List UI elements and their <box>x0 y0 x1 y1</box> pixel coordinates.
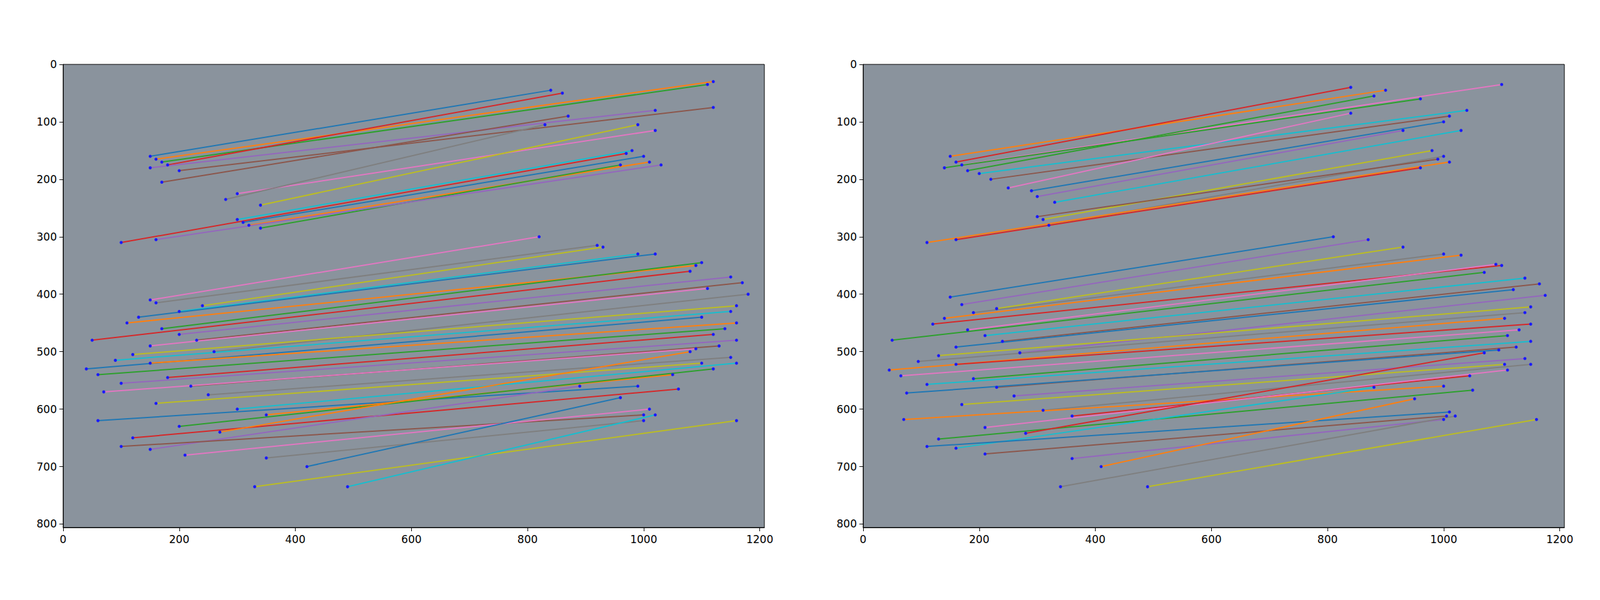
svg-text:200: 200 <box>836 173 857 186</box>
svg-text:400: 400 <box>836 288 857 301</box>
svg-text:0: 0 <box>850 58 857 71</box>
svg-text:0: 0 <box>60 533 67 546</box>
svg-text:700: 700 <box>36 460 57 474</box>
svg-text:0: 0 <box>860 533 867 546</box>
svg-text:600: 600 <box>401 533 422 546</box>
svg-text:1200: 1200 <box>1546 533 1574 546</box>
svg-text:1000: 1000 <box>630 533 657 546</box>
svg-text:400: 400 <box>1085 533 1105 546</box>
svg-text:200: 200 <box>969 533 990 546</box>
svg-text:500: 500 <box>36 345 57 359</box>
svg-text:100: 100 <box>836 115 857 129</box>
svg-text:1200: 1200 <box>746 533 774 546</box>
svg-text:800: 800 <box>1317 533 1338 546</box>
svg-text:100: 100 <box>36 115 57 129</box>
svg-text:0: 0 <box>50 58 57 71</box>
svg-text:300: 300 <box>36 230 57 244</box>
svg-text:200: 200 <box>169 533 190 546</box>
svg-text:800: 800 <box>36 517 57 530</box>
svg-text:400: 400 <box>36 288 57 301</box>
svg-text:800: 800 <box>836 517 857 530</box>
svg-text:400: 400 <box>285 533 305 546</box>
svg-text:600: 600 <box>36 403 57 416</box>
svg-text:600: 600 <box>836 403 857 416</box>
svg-text:1000: 1000 <box>1430 533 1457 546</box>
svg-text:700: 700 <box>836 460 857 474</box>
svg-text:500: 500 <box>836 345 857 359</box>
svg-text:600: 600 <box>1201 533 1222 546</box>
svg-text:300: 300 <box>836 230 857 244</box>
svg-text:800: 800 <box>517 533 538 546</box>
svg-text:200: 200 <box>36 173 57 186</box>
